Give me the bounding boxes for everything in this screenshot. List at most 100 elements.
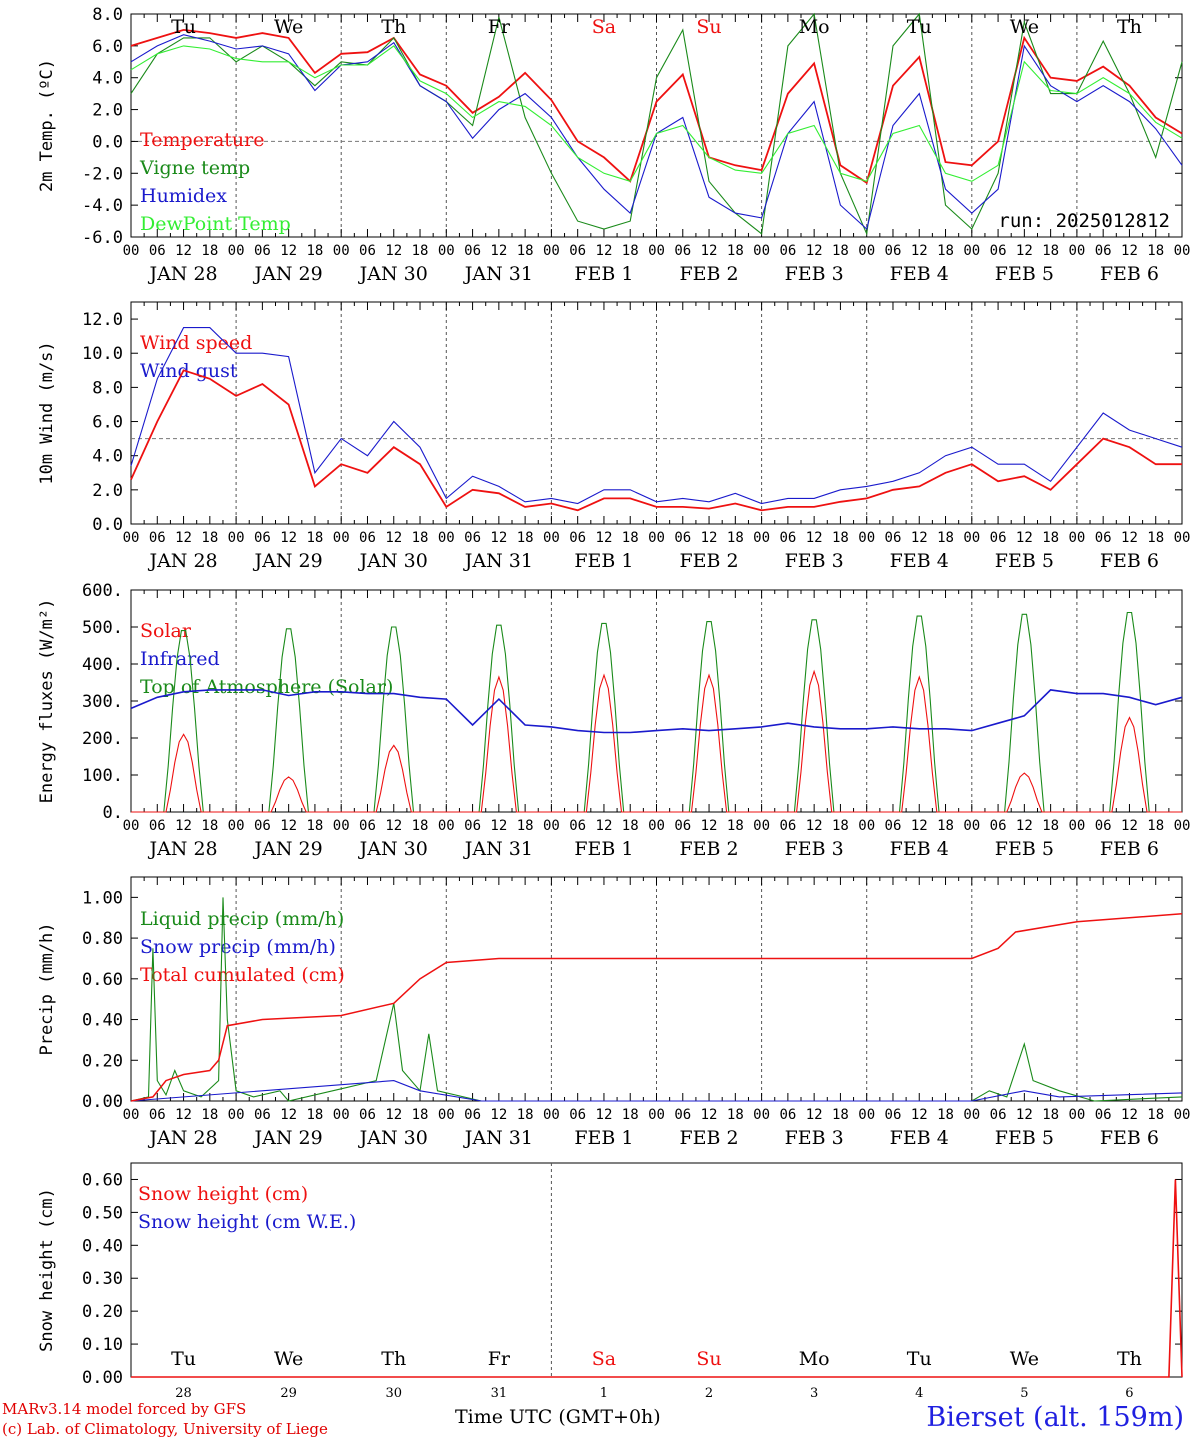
date-label: FEB 2 — [679, 550, 738, 572]
date-label: JAN 28 — [147, 550, 217, 572]
hour-tick-label: 18 — [727, 818, 744, 834]
hour-tick-label: 12 — [596, 243, 613, 259]
run-label: run: 2025012812 — [998, 210, 1170, 232]
hour-tick-label: 06 — [1095, 818, 1112, 834]
hour-tick-label: 18 — [727, 530, 744, 546]
hour-tick-label: 00 — [1068, 818, 1085, 834]
y-tick-label: 6.0 — [92, 413, 123, 433]
hour-tick-label: 18 — [622, 1107, 639, 1123]
y-axis-label: 10m Wind (m/s) — [37, 341, 57, 484]
hour-tick-label: 00 — [753, 243, 770, 259]
hour-tick-label: 18 — [727, 1107, 744, 1123]
day-number-label: 2 — [705, 1386, 713, 1400]
weekday-label: Tu — [907, 16, 932, 38]
series-infrared — [130, 689, 1183, 734]
meteogram: 8.0 6.0 4.0 2.0 0.0 -2.0 -4.0 -6.0 2m Temp. (ºC)… — [37, 5, 1191, 1400]
hour-tick-label: 00 — [333, 530, 350, 546]
hour-tick-label: 00 — [228, 1107, 245, 1123]
legend-entry: Liquid precip (mm/h) — [140, 908, 344, 930]
hour-tick-label: 18 — [517, 1107, 534, 1123]
hour-tick-label: 18 — [622, 243, 639, 259]
hour-tick-label: 00 — [1068, 530, 1085, 546]
date-label: FEB 4 — [890, 1127, 949, 1149]
hour-tick-label: 06 — [254, 243, 271, 259]
weekday-label: Tu — [171, 16, 196, 38]
date-label: FEB 4 — [890, 263, 949, 285]
hour-tick-label: 00 — [123, 818, 140, 834]
series-temperature — [130, 28, 1183, 185]
y-tick-label: 500. — [82, 618, 123, 638]
hour-tick-label: 18 — [306, 530, 323, 546]
hour-tick-label: 18 — [517, 818, 534, 834]
hour-tick-label: 00 — [333, 818, 350, 834]
y-tick-label: 0.00 — [82, 1368, 123, 1388]
hour-tick-label: 00 — [1174, 818, 1191, 834]
hour-tick-label: 06 — [885, 243, 902, 259]
date-label: JAN 30 — [358, 1127, 428, 1149]
hour-tick-label: 00 — [858, 530, 875, 546]
hour-tick-label: 18 — [1147, 818, 1164, 834]
y-tick-label: 4.0 — [92, 69, 123, 89]
hour-tick-label: 12 — [806, 1107, 823, 1123]
credit-lab: (c) Lab. of Climatology, University of L… — [2, 1420, 328, 1438]
y-tick-label: 0.0 — [92, 515, 123, 535]
y-tick-label: 400. — [82, 655, 123, 675]
hour-tick-label: 06 — [149, 243, 166, 259]
hour-tick-label: 00 — [438, 1107, 455, 1123]
hour-tick-label: 00 — [753, 1107, 770, 1123]
date-label: FEB 1 — [574, 1127, 633, 1149]
hour-tick-label: 18 — [517, 243, 534, 259]
hour-tick-label: 12 — [1121, 1107, 1138, 1123]
hour-tick-label: 12 — [596, 818, 613, 834]
y-tick-label: 0.10 — [82, 1335, 123, 1355]
hour-tick-label: 18 — [832, 818, 849, 834]
hour-tick-label: 06 — [779, 818, 796, 834]
hour-tick-label: 00 — [123, 1107, 140, 1123]
hour-tick-label: 06 — [464, 530, 481, 546]
hour-tick-label: 12 — [911, 818, 928, 834]
hour-tick-label: 06 — [569, 530, 586, 546]
hour-tick-label: 18 — [1042, 530, 1059, 546]
series-dewpoint-temp — [130, 45, 1183, 182]
legend-entry: Humidex — [140, 185, 227, 207]
hour-tick-label: 18 — [517, 530, 534, 546]
hour-tick-label: 00 — [333, 243, 350, 259]
weekday-label: We — [274, 1348, 303, 1370]
hour-tick-label: 00 — [543, 818, 560, 834]
y-axis-label: Precip (mm/h) — [37, 922, 57, 1055]
hour-tick-label: 06 — [779, 243, 796, 259]
date-label: FEB 1 — [574, 838, 633, 860]
y-tick-label: 12.0 — [82, 310, 123, 330]
hour-tick-label: 18 — [937, 243, 954, 259]
hour-tick-label: 18 — [1042, 818, 1059, 834]
date-label: JAN 29 — [253, 1127, 323, 1149]
y-tick-label: 200. — [82, 729, 123, 749]
hour-tick-label: 12 — [385, 530, 402, 546]
hour-tick-label: 18 — [306, 243, 323, 259]
weekday-label: We — [274, 16, 303, 38]
hour-tick-label: 18 — [412, 1107, 429, 1123]
hour-tick-label: 00 — [123, 530, 140, 546]
y-tick-label: 0.00 — [82, 1092, 123, 1112]
weekday-label: We — [1010, 16, 1039, 38]
hour-tick-label: 00 — [1068, 243, 1085, 259]
hour-tick-label: 12 — [175, 1107, 192, 1123]
hour-tick-label: 00 — [1068, 1107, 1085, 1123]
hour-tick-label: 12 — [385, 243, 402, 259]
hour-tick-label: 06 — [1095, 530, 1112, 546]
hour-tick-label: 06 — [569, 818, 586, 834]
date-label: JAN 30 — [358, 263, 428, 285]
date-label: JAN 30 — [358, 838, 428, 860]
y-tick-label: 0.0 — [92, 132, 123, 152]
hour-tick-label: 00 — [753, 818, 770, 834]
series-liquid-precip — [130, 897, 1183, 1102]
hour-tick-label: 18 — [412, 530, 429, 546]
day-number-label: 30 — [385, 1386, 402, 1400]
hour-tick-label: 18 — [1147, 243, 1164, 259]
hour-tick-label: 06 — [569, 1107, 586, 1123]
y-tick-label: 300. — [82, 692, 123, 712]
hour-tick-label: 18 — [622, 530, 639, 546]
hour-tick-label: 18 — [201, 1107, 218, 1123]
hour-tick-label: 00 — [543, 530, 560, 546]
hour-tick-label: 06 — [464, 818, 481, 834]
